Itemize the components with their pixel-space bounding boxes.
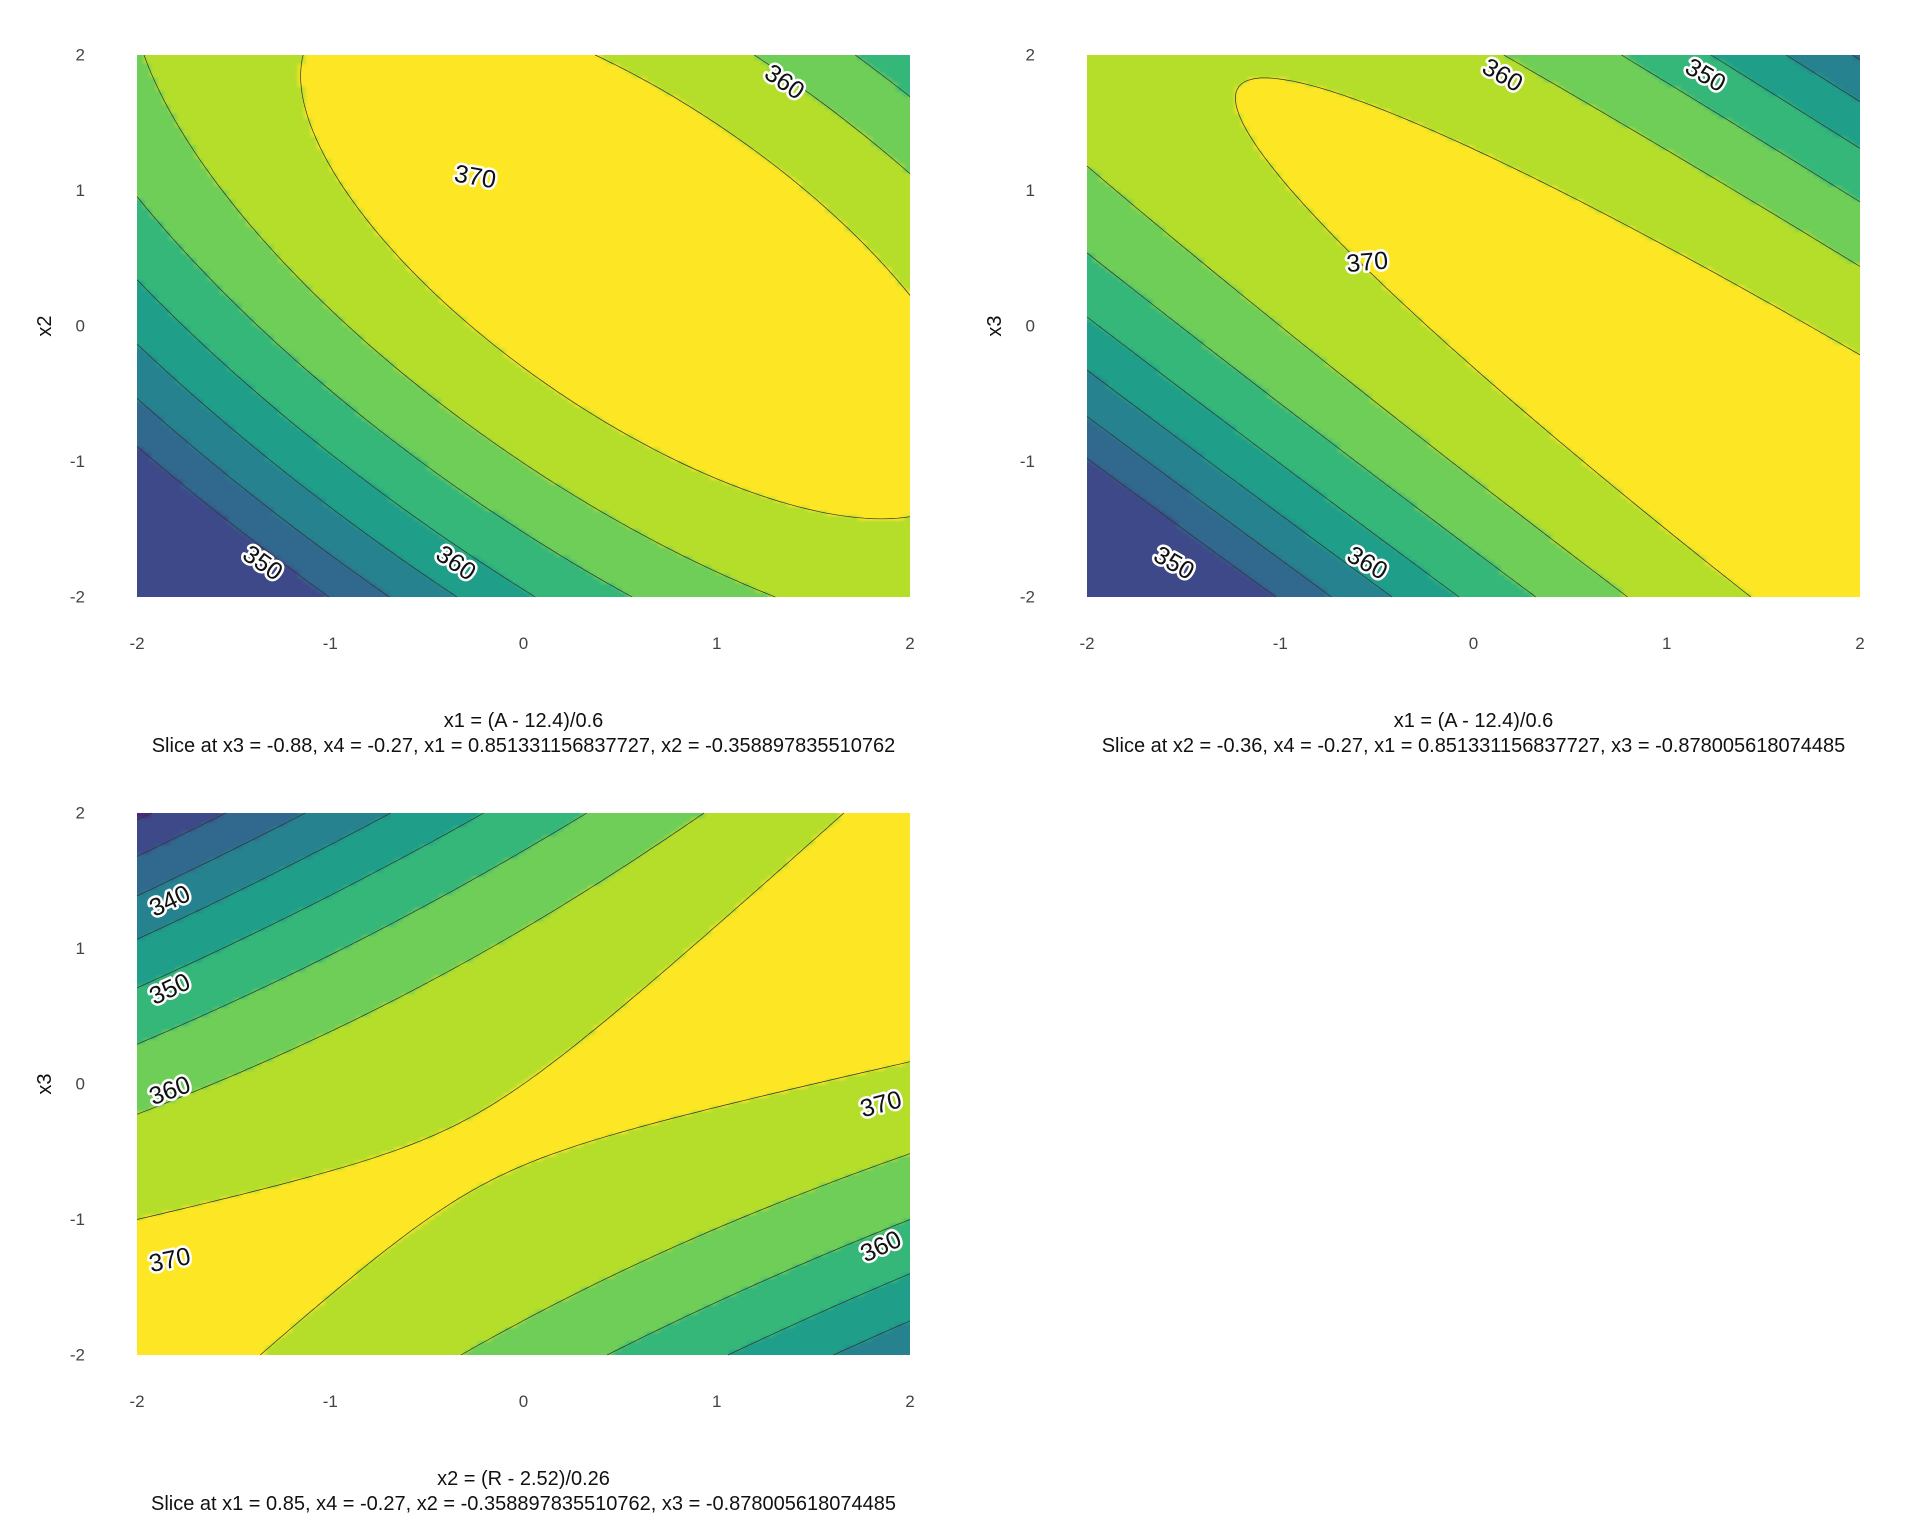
x-tick-label: 1 <box>712 634 721 653</box>
x-tick-label: -1 <box>323 634 338 653</box>
contour-line-335 <box>136 812 152 821</box>
y-tick-label: 2 <box>76 804 85 823</box>
slice-subtitle: Slice at x3 = -0.88, x4 = -0.27, x1 = 0.… <box>152 735 896 757</box>
x-tick-label: 0 <box>519 1392 528 1411</box>
x-tick-label: 0 <box>1469 634 1478 653</box>
y-tick-label: -2 <box>1020 588 1035 607</box>
contour-fill <box>137 55 910 597</box>
contour-fill <box>1087 55 1860 597</box>
contour-plot-area <box>136 812 911 1356</box>
x-tick-label: -1 <box>323 1392 338 1411</box>
x-axis-ticks: -2 -1 0 1 2 <box>129 634 914 653</box>
x-tick-label: -1 <box>1273 634 1288 653</box>
y-tick-label: -2 <box>70 588 85 607</box>
y-axis-ticks: -2 -1 0 1 2 <box>1020 46 1035 607</box>
x-axis-label: x2 = (R - 2.52)/0.26 <box>437 1468 610 1490</box>
x-tick-label: 1 <box>712 1392 721 1411</box>
contour-line-355 <box>136 279 536 598</box>
x-tick-label: -2 <box>1079 634 1094 653</box>
contour-line-345 <box>136 812 306 897</box>
contour-line-350 <box>1086 54 1861 598</box>
slice-subtitle: Slice at x1 = 0.85, x4 = -0.27, x2 = -0.… <box>151 1493 896 1515</box>
y-tick-label: -1 <box>1020 452 1035 471</box>
contour-line-340 <box>136 812 227 857</box>
y-axis-label: x2 <box>34 315 56 336</box>
contour-line-345 <box>136 398 390 598</box>
y-tick-label: 1 <box>1026 181 1035 200</box>
y-tick-label: 0 <box>76 317 85 336</box>
contour-line-350 <box>136 343 458 598</box>
contour-line-345 <box>1086 54 1861 598</box>
contour-line-365 <box>136 812 911 1356</box>
contour-line-360 <box>1086 54 1861 598</box>
y-tick-label: 1 <box>76 181 85 200</box>
x-axis-label: x1 = (A - 12.4)/0.6 <box>1394 710 1554 732</box>
contour-line-370 <box>1235 77 1861 598</box>
contour-line-350 <box>136 812 911 1356</box>
y-tick-label: 2 <box>1026 46 1035 65</box>
contour-label: 370 <box>1345 247 1389 279</box>
contour-line-340 <box>1086 458 1277 598</box>
y-axis-label: x3 <box>984 315 1006 336</box>
contour-plot-area <box>1086 54 1861 598</box>
contour-plot-area <box>136 54 911 598</box>
contour-line-360 <box>136 54 911 598</box>
x-axis-ticks: -2 -1 0 1 2 <box>1079 634 1864 653</box>
y-tick-label: -2 <box>70 1346 85 1365</box>
contour-line-355 <box>136 812 911 1356</box>
slice-subtitle: Slice at x2 = -0.36, x4 = -0.27, x1 = 0.… <box>1102 735 1846 757</box>
x-tick-label: -2 <box>129 1392 144 1411</box>
x-tick-label: 0 <box>519 634 528 653</box>
y-tick-label: 1 <box>76 939 85 958</box>
contour-line-355 <box>1086 54 1861 598</box>
x-tick-label: -2 <box>129 634 144 653</box>
x-tick-label: 1 <box>1662 634 1671 653</box>
contour-line-365 <box>1086 54 1861 598</box>
x-axis-label: x1 = (A - 12.4)/0.6 <box>444 710 604 732</box>
contour-line-365 <box>143 54 911 598</box>
contour-line-360 <box>136 812 911 1356</box>
contour-line-340 <box>136 446 330 598</box>
y-tick-label: 0 <box>76 1075 85 1094</box>
y-axis-ticks: -2 -1 0 1 2 <box>70 804 85 1365</box>
x-tick-label: 2 <box>905 634 914 653</box>
x-tick-label: 2 <box>905 1392 914 1411</box>
y-axis-ticks: -2 -1 0 1 2 <box>70 46 85 607</box>
x-axis-ticks: -2 -1 0 1 2 <box>129 1392 914 1411</box>
y-tick-label: -1 <box>70 1210 85 1229</box>
y-axis-label: x3 <box>34 1073 56 1094</box>
y-tick-label: 2 <box>76 46 85 65</box>
contour-line-370 <box>300 54 911 520</box>
contour-line-370 <box>136 812 911 1356</box>
x-tick-label: 2 <box>1855 634 1864 653</box>
y-tick-label: 0 <box>1026 317 1035 336</box>
y-tick-label: -1 <box>70 452 85 471</box>
